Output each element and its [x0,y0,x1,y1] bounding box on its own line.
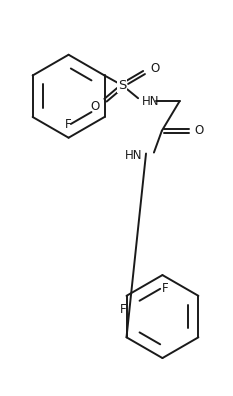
Text: F: F [65,118,72,131]
Text: F: F [120,303,127,316]
Text: HN: HN [125,149,142,162]
Text: HN: HN [142,95,160,108]
Text: O: O [194,124,204,137]
Text: S: S [118,79,127,92]
Text: F: F [162,282,169,295]
Text: O: O [150,62,159,75]
Text: O: O [90,100,99,112]
